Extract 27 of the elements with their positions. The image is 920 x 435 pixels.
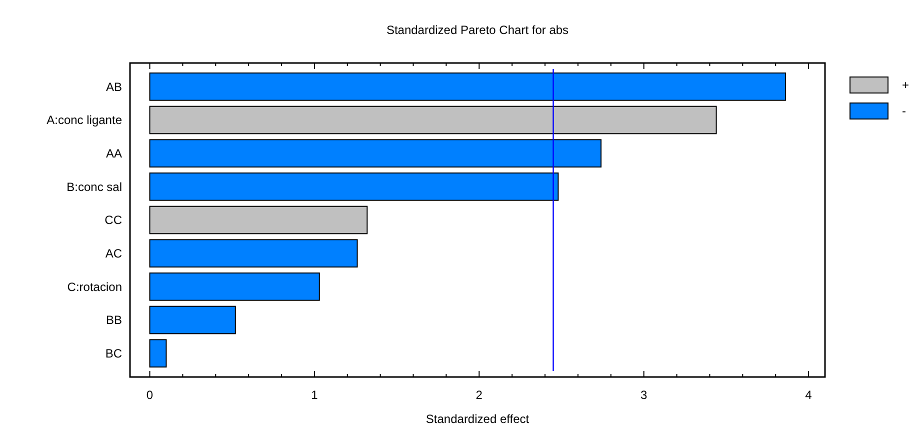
bar — [149, 106, 717, 134]
x-tick-label: 1 — [311, 388, 318, 402]
bar — [149, 306, 236, 334]
bar — [149, 72, 786, 101]
bar — [149, 206, 368, 234]
y-tick-label: BC — [105, 346, 122, 361]
x-tick-label: 4 — [805, 388, 812, 402]
x-axis-title: Standardized effect — [426, 412, 530, 426]
y-tick-label: AB — [106, 80, 122, 94]
y-tick-label: CC — [104, 213, 122, 228]
bar — [149, 139, 602, 168]
y-tick-label: AA — [106, 146, 122, 161]
bar — [149, 339, 167, 368]
chart-title: Standardized Pareto Chart for abs — [386, 23, 569, 37]
x-tick-label: 3 — [640, 388, 648, 402]
y-tick-label: AC — [105, 246, 122, 261]
y-tick-label: A:conc ligante — [46, 113, 122, 128]
bar — [149, 172, 559, 201]
y-tick-label: BB — [106, 313, 122, 328]
bar — [149, 239, 358, 268]
x-tick-label: 0 — [146, 388, 154, 402]
legend-label: - — [902, 104, 906, 118]
legend-label: + — [902, 78, 910, 92]
y-tick-label: B:conc sal — [66, 180, 122, 194]
x-tick-label: 2 — [476, 388, 483, 402]
y-tick-label: C:rotacion — [67, 280, 122, 294]
bar — [149, 272, 320, 301]
